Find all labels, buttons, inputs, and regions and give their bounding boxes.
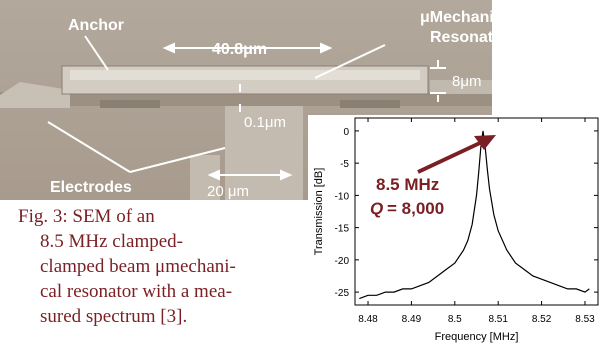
caption-line: sured spectrum [3].: [40, 306, 187, 327]
y-tick-label: 0: [343, 127, 349, 138]
x-tick-label: 8.5: [448, 314, 462, 325]
x-tick-label: 8.51: [488, 314, 508, 325]
caption-line: clamped beam μmechani-: [40, 256, 236, 277]
figure: Anchor 40.8μm μMechanical Resonator 8μm …: [0, 0, 607, 345]
y-tick-label: -25: [335, 288, 350, 299]
resonator-label: μMechanical: [420, 9, 516, 26]
x-axis-label: Frequency [MHz]: [435, 331, 519, 343]
y-tick-label: -5: [340, 159, 349, 170]
width-label: 8μm: [452, 73, 481, 90]
x-tick-label: 8.52: [532, 314, 552, 325]
annotation-frequency: 8.5 MHz: [376, 175, 439, 194]
caption-line: 8.5 MHz clamped-: [40, 231, 183, 252]
caption: Fig. 3: SEM of an 8.5 MHz clamped- clamp…: [18, 206, 236, 327]
y-axis-label: Transmission [dB]: [313, 168, 325, 256]
resonator-label: Resonator: [430, 29, 509, 46]
span-label: 40.8μm: [212, 41, 267, 58]
caption-line: Fig. 3: SEM of an: [18, 206, 155, 227]
x-tick-label: 8.49: [402, 314, 422, 325]
scale-label: 20 μm: [207, 183, 249, 200]
y-tick-label: -10: [335, 191, 350, 202]
electrodes-label: Electrodes: [50, 179, 132, 196]
caption-line: cal resonator with a mea-: [40, 281, 232, 302]
x-tick-label: 8.53: [575, 314, 595, 325]
y-tick-label: -20: [335, 256, 350, 267]
annotation-q-value: = 8,000: [387, 199, 444, 218]
y-tick-label: -15: [335, 224, 350, 235]
chart: 0 -5 -10 -15 -20 -25 8.48 8.49 8.5 8.51 8.52 8.53 Fr…: [308, 115, 607, 345]
gap-label: 0.1μm: [244, 114, 286, 131]
annotation-q-symbol: Q: [370, 199, 383, 218]
anchor-label: Anchor: [68, 17, 124, 34]
x-tick-label: 8.48: [358, 314, 378, 325]
